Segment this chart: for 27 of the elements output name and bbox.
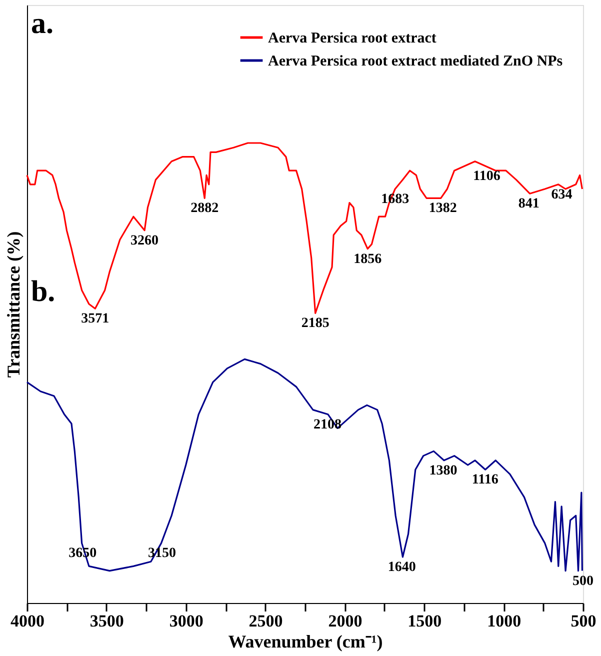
x-tick-label: 4000 [10, 612, 44, 630]
x-axis-title: Wavenumber (cm⁻¹) [228, 632, 383, 652]
x-tick-label: 2500 [248, 612, 283, 630]
annotation: 1116 [472, 472, 498, 488]
annotation: 1382 [428, 201, 457, 216]
annotation: 2185 [301, 316, 330, 332]
x-tick-label: 3000 [169, 612, 204, 630]
x-tick-label: 3500 [90, 612, 124, 630]
text: a. [31, 7, 54, 40]
annotation: 634 [551, 187, 572, 202]
x-tick-label: 2000 [328, 612, 362, 630]
y-axis-title: Transmittance (%) [4, 231, 24, 378]
annotation: 1380 [429, 463, 458, 478]
annotation: 841 [518, 196, 540, 212]
x-tick-label: 1500 [408, 612, 442, 630]
annotation: 3260 [130, 233, 159, 248]
annotation: 3571 [81, 312, 110, 327]
annotation: 1856 [354, 252, 382, 267]
x-tick-label: 500 [570, 612, 596, 630]
legend-label: Aerva Persica root extract [268, 30, 436, 46]
x-tick-label: 1000 [487, 612, 522, 630]
annotation: b. [31, 275, 56, 308]
legend-label: Aerva Persica root extract mediated ZnO NPs [268, 54, 563, 70]
annotation: 1640 [388, 560, 416, 575]
annotation: 500 [572, 574, 594, 589]
annotation: 2882 [190, 201, 219, 216]
annotation: 1106 [473, 169, 500, 184]
